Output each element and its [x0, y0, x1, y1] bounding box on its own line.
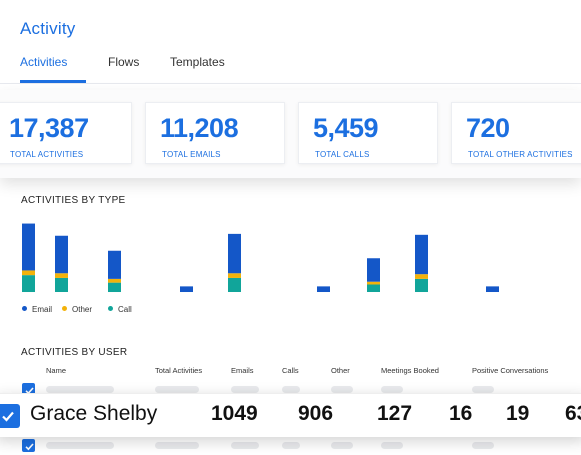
bar-email-7[interactable]	[367, 258, 380, 282]
user-name: Grace Shelby	[30, 402, 158, 425]
stat-value: 11,208	[160, 113, 239, 143]
bar-email-6[interactable]	[317, 286, 330, 293]
placeholder-cell	[331, 442, 353, 449]
bar-call-3[interactable]	[108, 282, 121, 293]
legend-dot-other	[62, 306, 67, 311]
bar-email-1[interactable]	[22, 223, 35, 271]
placeholder-cell	[155, 442, 199, 449]
cell-total-activities: 1049	[211, 402, 258, 425]
stat-value: 720	[466, 113, 510, 143]
bar-email-2[interactable]	[55, 235, 68, 274]
cell-meetings-booked: 19	[506, 402, 530, 425]
cell-emails: 906	[298, 402, 334, 425]
column-header-other[interactable]: Other	[331, 366, 350, 375]
column-header-name[interactable]: Name	[46, 366, 67, 375]
bar-other-5[interactable]	[228, 273, 241, 278]
placeholder-cell	[231, 442, 259, 449]
legend-item-other: Other	[62, 305, 92, 314]
legend-item-email: Email	[22, 305, 52, 314]
bar-other-3[interactable]	[108, 278, 121, 283]
checkmark-icon	[25, 443, 34, 451]
placeholder-cell	[472, 442, 494, 449]
bar-call-7[interactable]	[367, 284, 380, 293]
bar-call-5[interactable]	[228, 277, 241, 292]
column-header-emails[interactable]: Emails	[231, 366, 254, 375]
tab-bar: Activities Flows Templates	[0, 48, 581, 84]
checkmark-icon	[2, 411, 14, 422]
cell-calls: 127	[377, 402, 413, 425]
table-section-title: ACTIVITIES BY USER	[21, 347, 128, 358]
bar-other-2[interactable]	[55, 273, 68, 278]
stats-band: 17,387 TOTAL ACTIVITIES 11,208 TOTAL EMA…	[0, 90, 581, 178]
stat-label: TOTAL OTHER ACTIVITIES	[468, 150, 573, 159]
placeholder-cell	[381, 442, 403, 449]
activities-by-type-chart	[22, 223, 499, 293]
table-row-highlighted[interactable]	[0, 393, 581, 437]
stat-label: TOTAL ACTIVITIES	[10, 150, 84, 159]
legend-dot-call	[108, 306, 113, 311]
stat-card-total-calls[interactable]: 5,459 TOTAL CALLS	[298, 102, 438, 164]
bar-call-8[interactable]	[415, 278, 428, 293]
cell-other: 16	[449, 402, 473, 425]
bar-call-2[interactable]	[55, 277, 68, 292]
column-header-meetings-booked[interactable]: Meetings Booked	[381, 366, 439, 375]
cell-positive-conversations: 63	[565, 402, 581, 425]
column-header-total-activities[interactable]: Total Activities	[155, 366, 203, 375]
chart-section-title: ACTIVITIES BY TYPE	[21, 195, 126, 206]
placeholder-cell	[331, 386, 353, 393]
legend-dot-email	[22, 306, 27, 311]
legend-item-call: Call	[108, 305, 132, 314]
placeholder-cell	[282, 386, 300, 393]
stat-card-total-other-activities[interactable]: 720 TOTAL OTHER ACTIVITIES	[451, 102, 581, 164]
stat-value: 17,387	[9, 113, 89, 143]
bar-email-8[interactable]	[415, 234, 428, 275]
stat-card-total-emails[interactable]: 11,208 TOTAL EMAILS	[145, 102, 285, 164]
bar-email-4[interactable]	[180, 286, 193, 293]
stat-card-total-activities[interactable]: 17,387 TOTAL ACTIVITIES	[0, 102, 132, 164]
placeholder-cell	[155, 386, 199, 393]
placeholder-cell	[381, 386, 403, 393]
bar-other-1[interactable]	[22, 270, 35, 276]
legend-label-email: Email	[32, 305, 53, 314]
stat-value: 5,459	[313, 113, 379, 143]
bar-other-7[interactable]	[367, 281, 380, 285]
legend-label-other: Other	[72, 305, 93, 314]
column-header-calls[interactable]: Calls	[282, 366, 299, 375]
tab-templates[interactable]: Templates	[170, 55, 225, 69]
bar-call-1[interactable]	[22, 275, 35, 293]
tab-flows[interactable]: Flows	[108, 55, 140, 69]
placeholder-cell	[46, 386, 114, 393]
active-tab-indicator	[20, 80, 86, 83]
page-title: Activity	[20, 19, 76, 38]
bar-email-5[interactable]	[228, 233, 241, 274]
bar-email-3[interactable]	[108, 250, 121, 279]
tab-activities[interactable]: Activities	[20, 55, 68, 69]
placeholder-cell	[46, 442, 114, 449]
bar-email-9[interactable]	[486, 286, 499, 293]
legend-label-call: Call	[118, 305, 132, 314]
placeholder-cell	[231, 386, 259, 393]
bar-other-8[interactable]	[415, 274, 428, 279]
stat-label: TOTAL EMAILS	[162, 150, 221, 159]
stat-label: TOTAL CALLS	[315, 150, 370, 159]
placeholder-cell	[282, 442, 300, 449]
row-checkbox[interactable]	[22, 439, 35, 452]
column-header-positive-conversations[interactable]: Positive Conversations	[472, 366, 549, 375]
placeholder-cell	[472, 386, 494, 393]
row-checkbox-highlighted[interactable]	[0, 404, 20, 428]
